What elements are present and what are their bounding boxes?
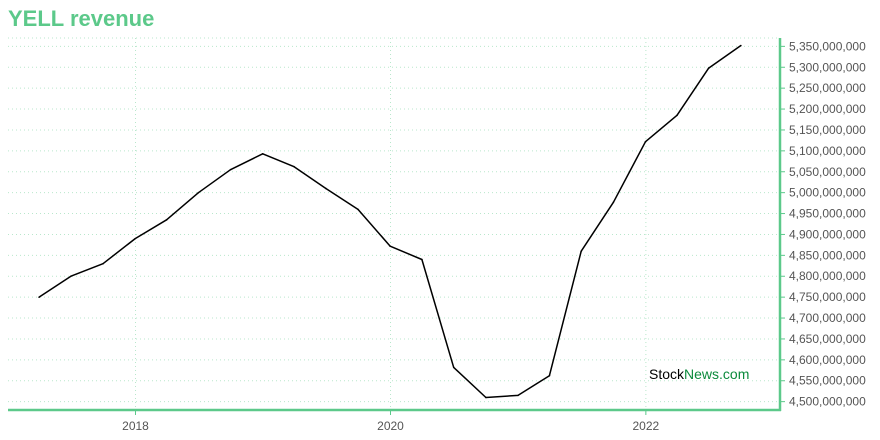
watermark: StockNews.com [649,366,749,382]
data-point [229,168,232,171]
data-point [421,258,423,261]
grid-layer [8,37,780,410]
watermark-stock: Stock [649,366,685,382]
data-point [293,165,295,168]
chart-title: YELL revenue [8,6,155,31]
data-point [580,250,583,252]
y-tick-label: 5,300,000,000 [789,60,866,74]
y-tick-label: 4,750,000,000 [789,290,866,304]
y-tick-label: 5,000,000,000 [789,186,866,200]
data-point [452,366,455,369]
y-tick-label: 4,550,000,000 [789,374,866,388]
data-point [134,237,136,240]
y-tick-label: 5,050,000,000 [789,165,866,179]
x-tick-label: 2022 [633,419,660,433]
y-tick-label: 4,900,000,000 [789,227,866,241]
data-point [676,114,678,117]
y-tick-label: 5,250,000,000 [789,81,866,95]
data-point [357,208,359,211]
y-tick-label: 4,850,000,000 [789,248,866,262]
data-point [165,219,168,221]
data-point [325,187,327,190]
x-tick-label: 2018 [122,419,149,433]
data-point [485,396,487,399]
data-point [70,275,72,278]
tick-layer: 4,500,000,000 4,550,000,000 4,600,000,000 4… [122,39,866,433]
y-tick-label: 4,500,000,000 [789,395,866,409]
data-point [102,262,104,265]
x-tick-label: 2020 [377,419,404,433]
data-point [740,44,742,47]
data-point [644,140,647,143]
y-tick-label: 4,700,000,000 [789,311,866,325]
watermark-news: News.com [684,366,749,382]
series-layer [38,44,742,399]
y-tick-label: 4,650,000,000 [789,332,866,346]
data-point [612,201,615,204]
y-tick-label: 5,350,000,000 [789,39,866,53]
data-point [261,152,264,155]
y-tick-label: 4,600,000,000 [789,353,866,367]
y-tick-label: 4,800,000,000 [789,269,866,283]
y-tick-label: 5,200,000,000 [789,102,866,116]
data-point [517,394,519,397]
revenue-line [38,44,742,399]
data-point [707,67,710,69]
data-point [389,245,391,247]
y-tick-label: 5,100,000,000 [789,144,866,158]
data-point [548,374,551,377]
data-point [197,191,200,194]
y-tick-label: 5,150,000,000 [789,123,866,137]
axis-layer [8,38,785,415]
data-point [38,296,40,298]
y-tick-label: 4,950,000,000 [789,207,866,221]
